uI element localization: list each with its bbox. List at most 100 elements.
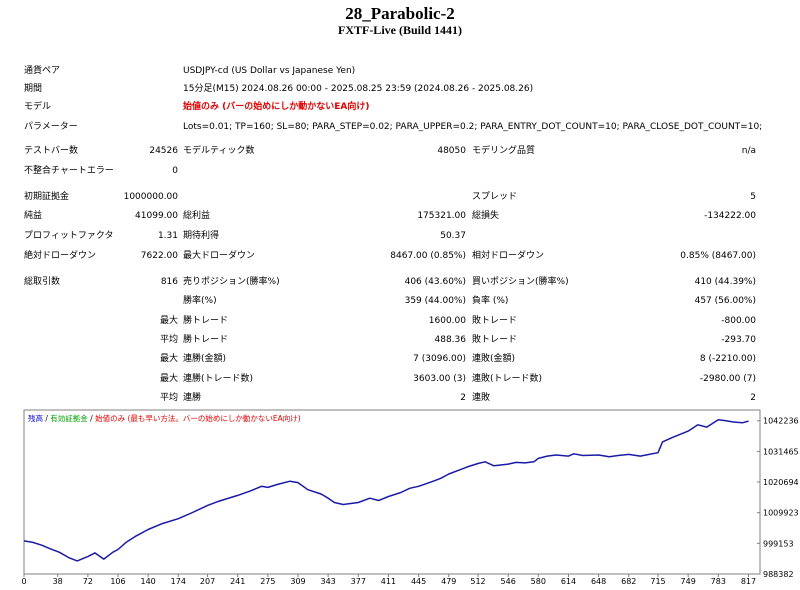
winrate-label: 勝率(%) [183,296,217,306]
ticks-value: 48050 [437,146,466,156]
x-tick-label: 648 [591,577,606,586]
x-tick-label: 207 [200,577,215,586]
period-label: 期間 [24,84,43,94]
max-win-value: 1600.00 [428,316,466,326]
cl-amount-label: 連敗(金額) [472,354,516,364]
x-tick-label: 614 [561,577,576,586]
net-value: 41099.00 [135,211,178,221]
bars-value: 24526 [149,146,178,156]
y-tick-label: 1031465 [763,447,799,456]
x-tick-label: 343 [321,577,336,586]
mismatch-label: 不整合チャートエラー [24,166,114,176]
bars-label: テストバー数 [24,146,79,156]
expected-label: 期待利得 [183,231,220,241]
avg-cw-label: 連勝 [183,393,202,403]
short-label: 売りポジション(勝率%) [183,277,280,287]
model-label: モデル [24,102,52,112]
trades-value: 816 [160,277,178,287]
x-tick-label: 783 [711,577,726,586]
deposit-label: 初期証拠金 [24,192,70,202]
y-tick-label: 1020694 [763,478,799,487]
max-prefix-1: 最大 [159,316,178,326]
avg-cl-value: 2 [750,393,756,403]
quality-label: モデリング品質 [472,146,536,156]
short-value: 406 (43.60%) [404,277,466,287]
avg-win-label: 勝トレード [183,335,229,345]
cw-trades-label: 連勝(トレード数) [183,374,254,384]
net-label: 純益 [24,211,43,221]
pair-value: USDJPY-cd (US Dollar vs Japanese Yen) [183,66,356,76]
y-tick-label: 1009923 [763,509,799,518]
x-tick-label: 817 [741,577,756,586]
x-tick-label: 411 [381,577,396,586]
spread-label: スプレッド [472,192,518,202]
x-tick-label: 715 [650,577,665,586]
lossrate-value: 457 (56.00%) [694,296,756,306]
x-tick-label: 377 [351,577,366,586]
cl-trades-label: 連敗(トレード数) [472,374,543,384]
x-tick-label: 682 [621,577,636,586]
max-loss-value: -800.00 [721,316,756,326]
x-tick-label: 445 [411,577,426,586]
avg-prefix-2: 平均 [159,393,178,403]
x-tick-label: 580 [531,577,546,586]
x-tick-label: 106 [110,577,125,586]
gross-loss-value: -134222.00 [704,211,756,221]
cw-trades-value: 3603.00 (3) [413,374,466,384]
y-tick-label: 999153 [763,539,794,548]
chart-legend: 残高 / 有効証拠金 / 始値のみ (最も早い方法。バーの始めにしか動かないEA… [28,413,301,423]
lossrate-label: 負率 (%) [472,296,509,306]
max-win-label: 勝トレード [183,316,229,326]
mismatch-value: 0 [172,166,178,176]
balance-line [23,418,749,562]
cw-amount-label: 連勝(金額) [183,354,227,364]
x-tick-label: 512 [470,577,485,586]
long-value: 410 (44.39%) [694,277,756,287]
avg-loss-label: 敗トレード [472,335,518,345]
gross-loss-label: 総損失 [472,211,500,221]
chart-frame [23,409,761,575]
cw-amount-value: 7 (3096.00) [413,354,466,364]
deposit-value: 1000000.00 [123,192,178,202]
rel-dd-value: 0.85% (8467.00) [680,251,756,261]
x-tick-label: 309 [290,577,305,586]
pf-value: 1.31 [157,231,178,241]
max-prefix-2: 最大 [159,354,178,364]
max-dd-label: 最大ドローダウン [183,251,256,261]
period-value: 15分足(M15) 2024.08.26 00:00 - 2025.08.25 … [183,84,534,94]
x-tick-label: 0 [21,577,26,586]
long-label: 買いポジション(勝率%) [472,277,569,287]
abs-dd-label: 絶対ドローダウン [24,251,97,261]
pf-label: プロフィットファクタ [24,231,114,241]
abs-dd-value: 7622.00 [140,251,178,261]
avg-cw-value: 2 [460,393,466,403]
expected-value: 50.37 [440,231,466,241]
gross-profit-value: 175321.00 [417,211,466,221]
avg-cl-label: 連敗 [472,393,491,403]
params-value: Lots=0.01; TP=160; SL=80; PARA_STEP=0.02… [183,122,763,132]
model-value: 始値のみ (バーの始めにしか動かないEA向け) [183,102,370,112]
winrate-value: 359 (44.00%) [404,296,466,306]
x-tick-label: 241 [230,577,245,586]
avg-win-value: 488.36 [434,335,467,345]
x-tick-label: 72 [83,577,93,586]
avg-loss-value: -293.70 [721,335,756,345]
x-tick-label: 546 [501,577,516,586]
report-subtitle: FXTF-Live (Build 1441) [337,23,462,37]
x-tick-label: 275 [260,577,275,586]
ticks-label: モデルティック数 [183,146,255,156]
y-tick-label: 1042236 [763,417,799,426]
max-prefix-3: 最大 [159,374,178,384]
x-tick-label: 38 [53,577,63,586]
max-dd-value: 8467.00 (0.85%) [390,251,466,261]
avg-prefix-1: 平均 [159,335,178,345]
max-loss-label: 敗トレード [472,316,518,326]
trades-label: 総取引数 [24,277,61,287]
quality-value: n/a [741,146,756,156]
gross-profit-label: 総利益 [183,211,211,221]
params-label: パラメーター [24,122,78,132]
x-tick-label: 140 [141,577,156,586]
x-tick-label: 479 [441,577,456,586]
rel-dd-label: 相対ドローダウン [472,251,545,261]
x-tick-label: 749 [681,577,696,586]
